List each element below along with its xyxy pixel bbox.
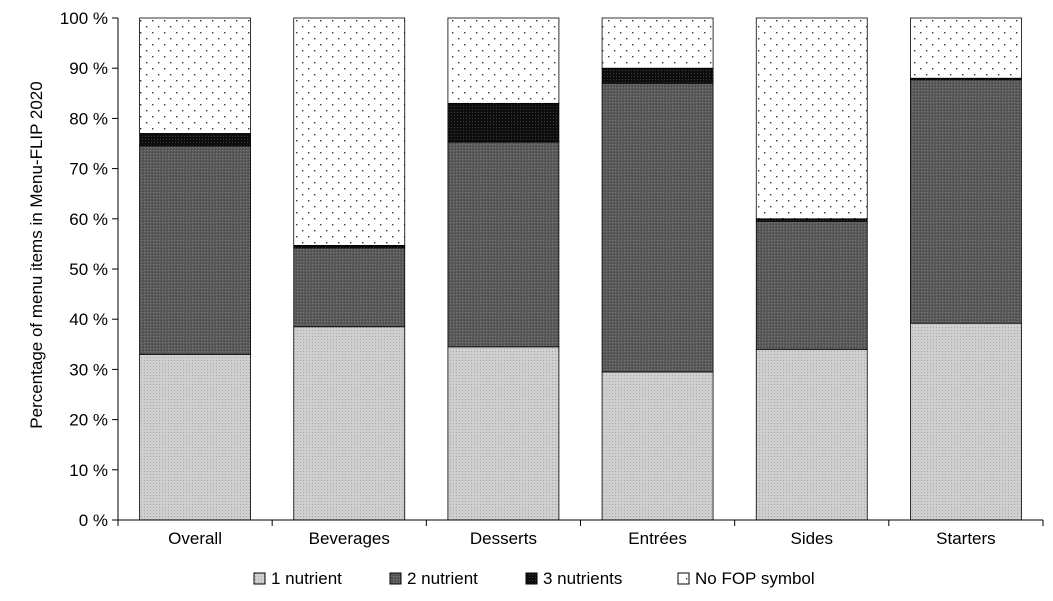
legend-swatch	[677, 572, 690, 585]
bar-segment	[601, 371, 714, 521]
y-tick-label: 40 %	[69, 310, 108, 329]
y-tick-label: 0 %	[79, 511, 108, 530]
bar-segment	[447, 17, 560, 104]
y-tick-label: 60 %	[69, 210, 108, 229]
legend-swatch	[253, 572, 266, 585]
x-tick-label: Beverages	[309, 529, 390, 548]
y-tick-label: 100 %	[60, 9, 108, 28]
bar-segment	[601, 17, 714, 69]
x-tick-label: Overall	[168, 529, 222, 548]
bar-segment	[755, 348, 868, 521]
bar-stack-4	[755, 17, 868, 521]
legend-label: No FOP symbol	[695, 569, 815, 588]
bar-segment	[447, 346, 560, 521]
bar-segment	[293, 17, 406, 246]
bar-segment	[447, 102, 560, 143]
y-tick-label: 20 %	[69, 411, 108, 430]
bar-segment	[910, 79, 1022, 324]
bar-segment	[139, 145, 251, 355]
legend-label: 1 nutrient	[271, 569, 342, 588]
bar-stack-2	[447, 17, 560, 521]
legend-swatch	[525, 572, 538, 585]
bar-segment	[447, 141, 560, 348]
legend-label: 2 nutrient	[407, 569, 478, 588]
bar-stack-3	[601, 17, 714, 521]
x-tick-label: Sides	[790, 529, 833, 548]
y-axis-label-group: Percentage of menu items in Menu-FLIP 20…	[27, 81, 46, 428]
x-axis: Overall Beverages Desserts Entrées Sides Star…	[117, 519, 1044, 548]
y-tick-label: 50 %	[69, 260, 108, 279]
bar-segment	[601, 67, 714, 84]
legend-item: 3 nutrients	[525, 569, 622, 588]
legend-item: 1 nutrient	[253, 569, 342, 588]
bar-segment	[755, 17, 868, 220]
y-tick-label: 80 %	[69, 109, 108, 128]
bar-segment	[601, 82, 714, 373]
y-axis: 0 % 10 % 20 % 30 % 40 % 50 % 60 % 70 % 80 % 90 % 1…	[60, 9, 119, 530]
y-tick-label: 30 %	[69, 360, 108, 379]
bar-segment	[139, 133, 251, 147]
x-tick-label: Starters	[936, 529, 996, 548]
bar-segment	[755, 220, 868, 350]
bar-segment	[139, 17, 251, 134]
y-tick-label: 70 %	[69, 160, 108, 179]
y-tick-label: 10 %	[69, 461, 108, 480]
bar-segment	[293, 326, 406, 521]
y-axis-label: Percentage of menu items in Menu-FLIP 20…	[27, 81, 46, 428]
bar-segment	[910, 17, 1022, 79]
legend-item: No FOP symbol	[677, 569, 815, 588]
bar-segment	[293, 247, 406, 328]
bar-segment	[139, 353, 251, 521]
legend: 1 nutrient 2 nutrient 3 nutrients No FOP sy…	[253, 569, 815, 588]
y-tick-label: 90 %	[69, 59, 108, 78]
legend-swatch	[389, 572, 402, 585]
legend-item: 2 nutrient	[389, 569, 478, 588]
bar-stack-1	[293, 17, 406, 521]
bar-stack-0	[139, 17, 251, 521]
bars	[139, 17, 1022, 521]
x-tick-label: Entrées	[628, 529, 687, 548]
legend-label: 3 nutrients	[543, 569, 622, 588]
bar-stack-5	[910, 17, 1022, 521]
x-tick-label: Desserts	[470, 529, 537, 548]
bar-segment	[910, 322, 1022, 521]
